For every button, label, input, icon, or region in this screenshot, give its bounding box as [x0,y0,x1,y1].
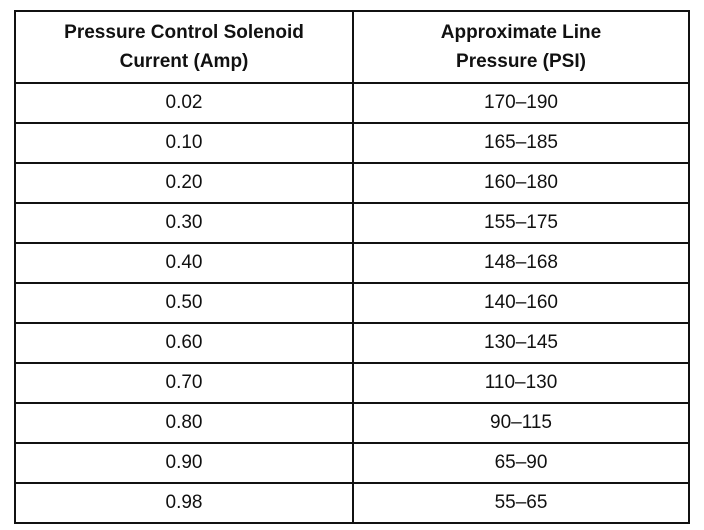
pressure-cell: 148–168 [352,242,690,284]
current-cell: 0.20 [14,162,354,204]
table-row: 0.30 155–175 [14,202,690,244]
table-row: 0.20 160–180 [14,162,690,204]
table-row: 0.90 65–90 [14,442,690,484]
table-row: 0.70 110–130 [14,362,690,404]
table-row: 0.60 130–145 [14,322,690,364]
table-row: 0.10 165–185 [14,122,690,164]
pressure-cell: 170–190 [352,82,690,124]
current-cell: 0.98 [14,482,354,524]
table-row: 0.40 148–168 [14,242,690,284]
pressure-cell: 90–115 [352,402,690,444]
current-cell: 0.02 [14,82,354,124]
current-cell: 0.70 [14,362,354,404]
pressure-cell: 55–65 [352,482,690,524]
table-header: Pressure Control Solenoid Current (Amp) Ap… [14,10,690,84]
header-line: Pressure (PSI) [456,51,586,72]
current-cell: 0.30 [14,202,354,244]
current-cell: 0.40 [14,242,354,284]
header-line: Pressure Control Solenoid [64,22,304,43]
header-row: Pressure Control Solenoid Current (Amp) Ap… [14,10,690,84]
pressure-cell: 165–185 [352,122,690,164]
current-cell: 0.50 [14,282,354,324]
table-row: 0.50 140–160 [14,282,690,324]
table-row: 0.98 55–65 [14,482,690,524]
pressure-cell: 130–145 [352,322,690,364]
current-cell: 0.80 [14,402,354,444]
pressure-cell: 160–180 [352,162,690,204]
pressure-cell: 140–160 [352,282,690,324]
pressure-cell: 110–130 [352,362,690,404]
current-cell: 0.60 [14,322,354,364]
header-cell: Pressure Control Solenoid Current (Amp) [14,10,354,84]
pressure-table: Pressure Control Solenoid Current (Amp) Ap… [14,10,690,524]
table-row: 0.80 90–115 [14,402,690,444]
pressure-cell: 155–175 [352,202,690,244]
table-row: 0.02 170–190 [14,82,690,124]
current-cell: 0.10 [14,122,354,164]
current-cell: 0.90 [14,442,354,484]
pressure-cell: 65–90 [352,442,690,484]
header-line: Approximate Line [440,22,602,43]
header-cell: Approximate Line Pressure (PSI) [352,10,690,84]
header-line: Current (Amp) [119,51,249,72]
table-body: 0.02 170–190 0.10 165–185 0.20 160–180 0.30 155… [14,82,690,524]
